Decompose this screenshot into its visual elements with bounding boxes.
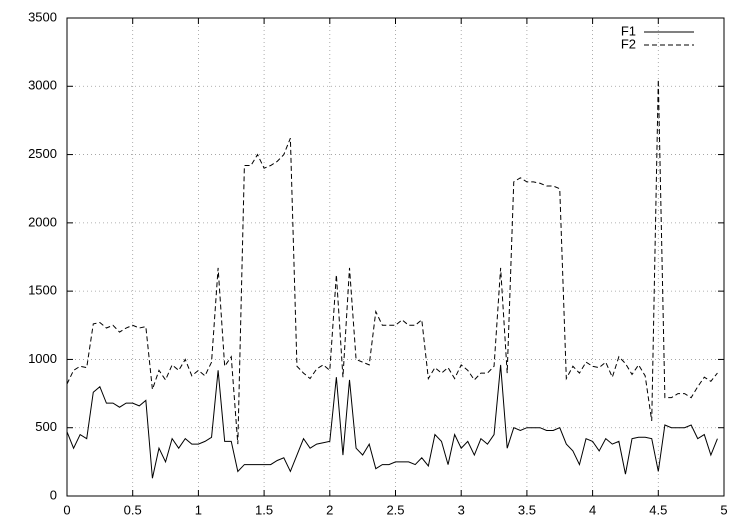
y-tick-label: 3500 — [28, 9, 57, 24]
y-tick-label: 1500 — [28, 283, 57, 298]
x-tick-label: 1.5 — [255, 502, 273, 517]
x-tick-label: 3.5 — [518, 502, 536, 517]
data-line — [66, 364, 718, 479]
data-line — [66, 79, 718, 445]
plot-frame — [66, 17, 725, 497]
x-tick-label: 3 — [458, 502, 465, 517]
y-tick-label: 2500 — [28, 146, 57, 161]
legend-label: F1 — [621, 23, 636, 38]
x-tick-label: 4 — [589, 502, 596, 517]
x-tick-label: 2.5 — [386, 502, 404, 517]
y-tick-label: 3000 — [28, 78, 57, 93]
y-tick-label: 1000 — [28, 351, 57, 366]
y-tick-label: 0 — [50, 487, 57, 502]
x-tick-label: 0.5 — [124, 502, 142, 517]
legend-label: F2 — [621, 36, 636, 51]
x-tick-label: 2 — [326, 502, 333, 517]
x-tick-label: 5 — [720, 502, 727, 517]
y-tick-label: 500 — [35, 419, 57, 434]
x-tick-label: 0 — [63, 502, 70, 517]
y-tick-label: 2000 — [28, 214, 57, 229]
x-tick-label: 4.5 — [649, 502, 667, 517]
x-tick-label: 1 — [195, 502, 202, 517]
